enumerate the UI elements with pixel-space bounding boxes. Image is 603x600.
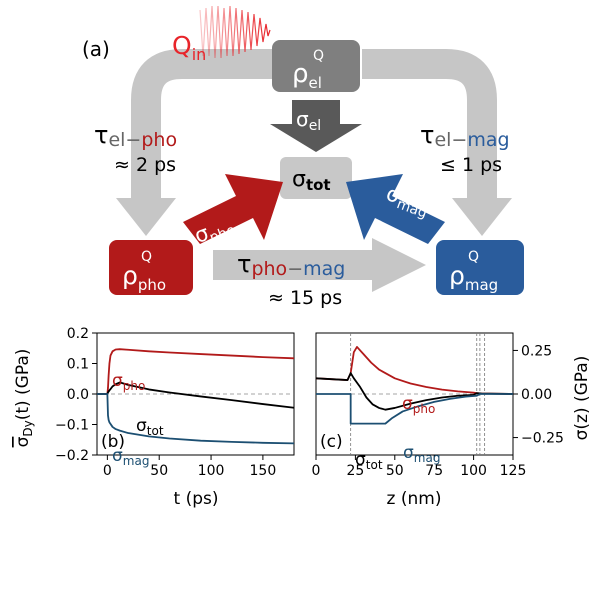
series-line-mag (97, 393, 295, 445)
sigma-el-arrow: σel (270, 100, 362, 152)
series-line-pho (315, 346, 514, 395)
x-tick-label: 25 (346, 463, 364, 479)
rho-mag-label: ρmag (449, 261, 498, 294)
b-label-mag: σmag (112, 446, 149, 468)
b-label-tot: σtot (136, 416, 164, 438)
y-tick-label: 0.2 (67, 326, 89, 342)
panel-b-label: (b) (101, 432, 125, 452)
flow-arrow-pho-to-mag (213, 238, 426, 292)
y-tick-label: 0.00 (521, 387, 552, 403)
rho-el-label: ρel (292, 59, 322, 92)
series-line-pho (97, 348, 295, 395)
sigma-tot-box (280, 157, 352, 199)
rho-pho-box (109, 240, 193, 295)
flow-arrow-el-to-pho (116, 49, 272, 236)
rho-mag-box (436, 240, 524, 295)
tau-pho-mag-label: τpho−mag (237, 250, 345, 280)
tau-el-mag-label: τel−mag (420, 121, 510, 151)
y-tick-label: 0.25 (521, 343, 552, 359)
flow-arrow-el-to-mag (362, 49, 512, 236)
y-tick-label: 0.1 (67, 357, 89, 373)
rho-mag-sup: Q (468, 249, 479, 265)
c-label-pho: σpho (402, 394, 435, 416)
tau-el-pho-label: τel−pho (94, 121, 177, 151)
tau-el-pho-value: ≈ 2 ps (114, 154, 176, 176)
series-line-mag (316, 393, 513, 425)
svg-text:σel: σel (296, 107, 321, 134)
rho-pho-label: ρpho (122, 261, 166, 294)
panel-c-label: (c) (320, 432, 343, 452)
y-tick-label: 0.0 (67, 387, 89, 403)
x-tick-label: 125 (500, 463, 527, 479)
panel-a-diagram: (a) Qin ρel Q σel σtot τel− (82, 5, 524, 309)
x-tick-label: 50 (386, 463, 404, 479)
panel-c-chart: 0 25 50 75 100 125 −0.25 0.00 0.25 (c) σpho σto… (312, 332, 592, 509)
rho-pho-sup: Q (141, 249, 152, 265)
panel-b-xlabel: t (ps) (174, 489, 219, 509)
tau-pho-mag-value: ≈ 15 ps (268, 287, 342, 309)
panel-b-chart: 0 50 100 150 −0.2 −0.1 0.0 0.1 0.2 (b) σpho σto… (13, 326, 295, 509)
sigma-tot-label: σtot (292, 167, 331, 194)
panel-c-ylabel: σ(z) (GPa) (572, 356, 592, 441)
panel-c-xlabel: z (nm) (387, 489, 442, 509)
sigma-pho-arrow: σpho (183, 174, 283, 248)
c-label-tot: σtot (355, 450, 383, 472)
y-tick-label: −0.25 (521, 431, 564, 447)
panel-b-ylabel: σDy(t) (GPa) (13, 349, 35, 448)
q-in-label: Qin (172, 31, 206, 64)
rho-el-box (272, 40, 360, 92)
b-label-pho: σpho (112, 371, 145, 393)
heat-input-wave (199, 5, 271, 59)
x-tick-label: 0 (103, 463, 112, 479)
panel-a-label: (a) (82, 37, 110, 61)
x-tick-label: 100 (460, 463, 487, 479)
x-tick-label: 0 (312, 463, 321, 479)
sigma-mag-arrow: σmag (346, 174, 445, 244)
y-tick-label: −0.2 (55, 448, 89, 464)
c-label-mag: σmag (403, 443, 440, 465)
y-tick-label: −0.1 (55, 418, 89, 434)
tau-el-mag-value: ≤ 1 ps (440, 154, 502, 176)
x-tick-label: 50 (150, 463, 168, 479)
x-tick-label: 100 (198, 463, 225, 479)
series-line-tot (315, 372, 514, 411)
rho-el-sup: Q (313, 48, 324, 64)
x-tick-label: 75 (425, 463, 443, 479)
x-tick-label: 150 (250, 463, 277, 479)
series-line-tot (97, 381, 295, 409)
